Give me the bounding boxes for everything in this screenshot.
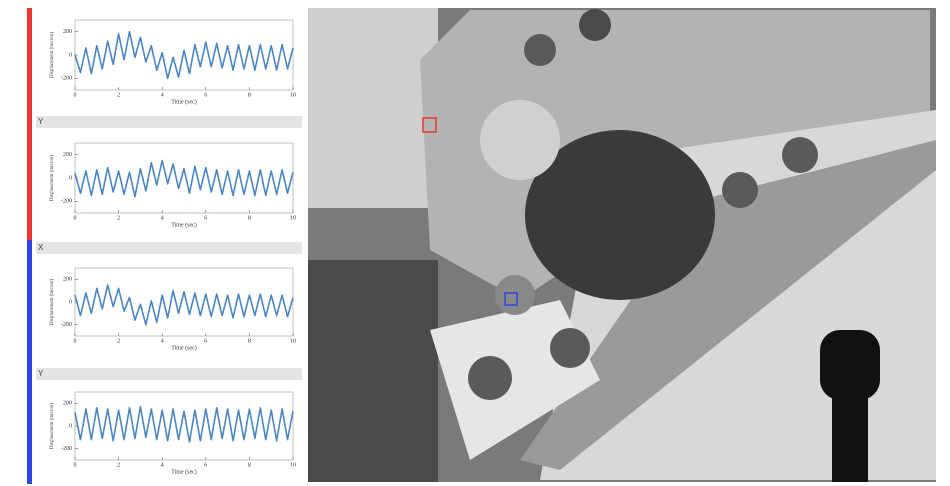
plot-area: [75, 268, 293, 336]
y-tick-label: 0: [69, 423, 72, 429]
plot-area: [75, 20, 293, 90]
x-tick-label: 0: [74, 215, 77, 221]
section-label: Y: [38, 117, 44, 126]
section-label: X: [38, 243, 44, 252]
x-tick-label: 4: [161, 92, 164, 98]
x-tick-label: 10: [290, 462, 296, 468]
x-tick-label: 8: [248, 92, 251, 98]
line-chart: 200 0 -200 0 2 4 6 8 10 Time (sec) Displacement (m…: [50, 143, 296, 228]
y-axis-label: Displacement (micron): [50, 155, 55, 202]
y-axis-label: Displacement (micron): [50, 279, 55, 326]
x-axis-label: Time (sec): [171, 221, 197, 228]
x-axis-label: Time (sec): [171, 468, 197, 475]
x-tick-label: 8: [248, 215, 251, 221]
signal-line: [75, 285, 293, 325]
x-tick-label: 8: [248, 338, 251, 344]
blue-indicator: [27, 240, 32, 484]
x-tick-label: 4: [161, 462, 164, 468]
x-tick-label: 0: [74, 92, 77, 98]
y-tick-label: -200: [61, 76, 72, 82]
x-tick-label: 10: [290, 338, 296, 344]
x-tick-label: 10: [290, 215, 296, 221]
camera-image: [308, 8, 936, 482]
x-tick-label: 2: [117, 338, 120, 344]
x-tick-label: 0: [74, 462, 77, 468]
x-tick-label: 6: [204, 338, 207, 344]
figure: Y X Y 2000-2000246810Time (sec)Displacem…: [0, 0, 950, 486]
red-indicator: [27, 8, 32, 240]
y-axis-label: Displacement (micron): [50, 32, 55, 79]
line-chart: 200 0 -200 0 2 4 6 8 10 Time (sec) Displacement (m…: [50, 268, 296, 351]
line-chart: 200 0 -200 0 2 4 6 8 10 Time (sec) Displacement (m…: [50, 20, 296, 105]
x-tick-label: 2: [117, 462, 120, 468]
x-tick-label: 8: [248, 462, 251, 468]
x-tick-label: 10: [290, 92, 296, 98]
section-header: [36, 242, 302, 254]
x-axis-label: Time (sec): [171, 344, 197, 351]
y-tick-label: -200: [61, 322, 72, 328]
y-tick-label: 0: [69, 299, 72, 305]
y-tick-label: 200: [63, 277, 72, 283]
x-tick-label: 4: [161, 338, 164, 344]
signal-line: [75, 407, 293, 442]
section-header: [36, 368, 302, 380]
x-tick-label: 0: [74, 338, 77, 344]
y-tick-label: 0: [69, 52, 72, 58]
section-header: [36, 116, 302, 128]
x-tick-label: 6: [204, 92, 207, 98]
line-chart: 200 0 -200 0 2 4 6 8 10 Time (sec) Displacement (m…: [50, 392, 296, 475]
plot-area: [75, 392, 293, 460]
y-tick-label: 200: [63, 29, 72, 35]
x-tick-label: 4: [161, 215, 164, 221]
y-tick-label: 200: [63, 401, 72, 407]
section-label: Y: [38, 369, 44, 378]
signal-line: [75, 161, 293, 197]
x-tick-label: 2: [117, 92, 120, 98]
x-tick-label: 6: [204, 215, 207, 221]
x-tick-label: 2: [117, 215, 120, 221]
signal-line: [75, 32, 293, 79]
y-axis-label: Displacement (micron): [50, 403, 55, 450]
y-tick-label: 200: [63, 152, 72, 158]
screenshot: Y X Y 2000-2000246810Time (sec)Displacem…: [0, 0, 950, 486]
y-tick-label: 0: [69, 175, 72, 181]
x-tick-label: 6: [204, 462, 207, 468]
y-tick-label: -200: [61, 446, 72, 452]
x-axis-label: Time (sec): [171, 98, 197, 105]
plot-area: [75, 143, 293, 213]
y-tick-label: -200: [61, 199, 72, 205]
